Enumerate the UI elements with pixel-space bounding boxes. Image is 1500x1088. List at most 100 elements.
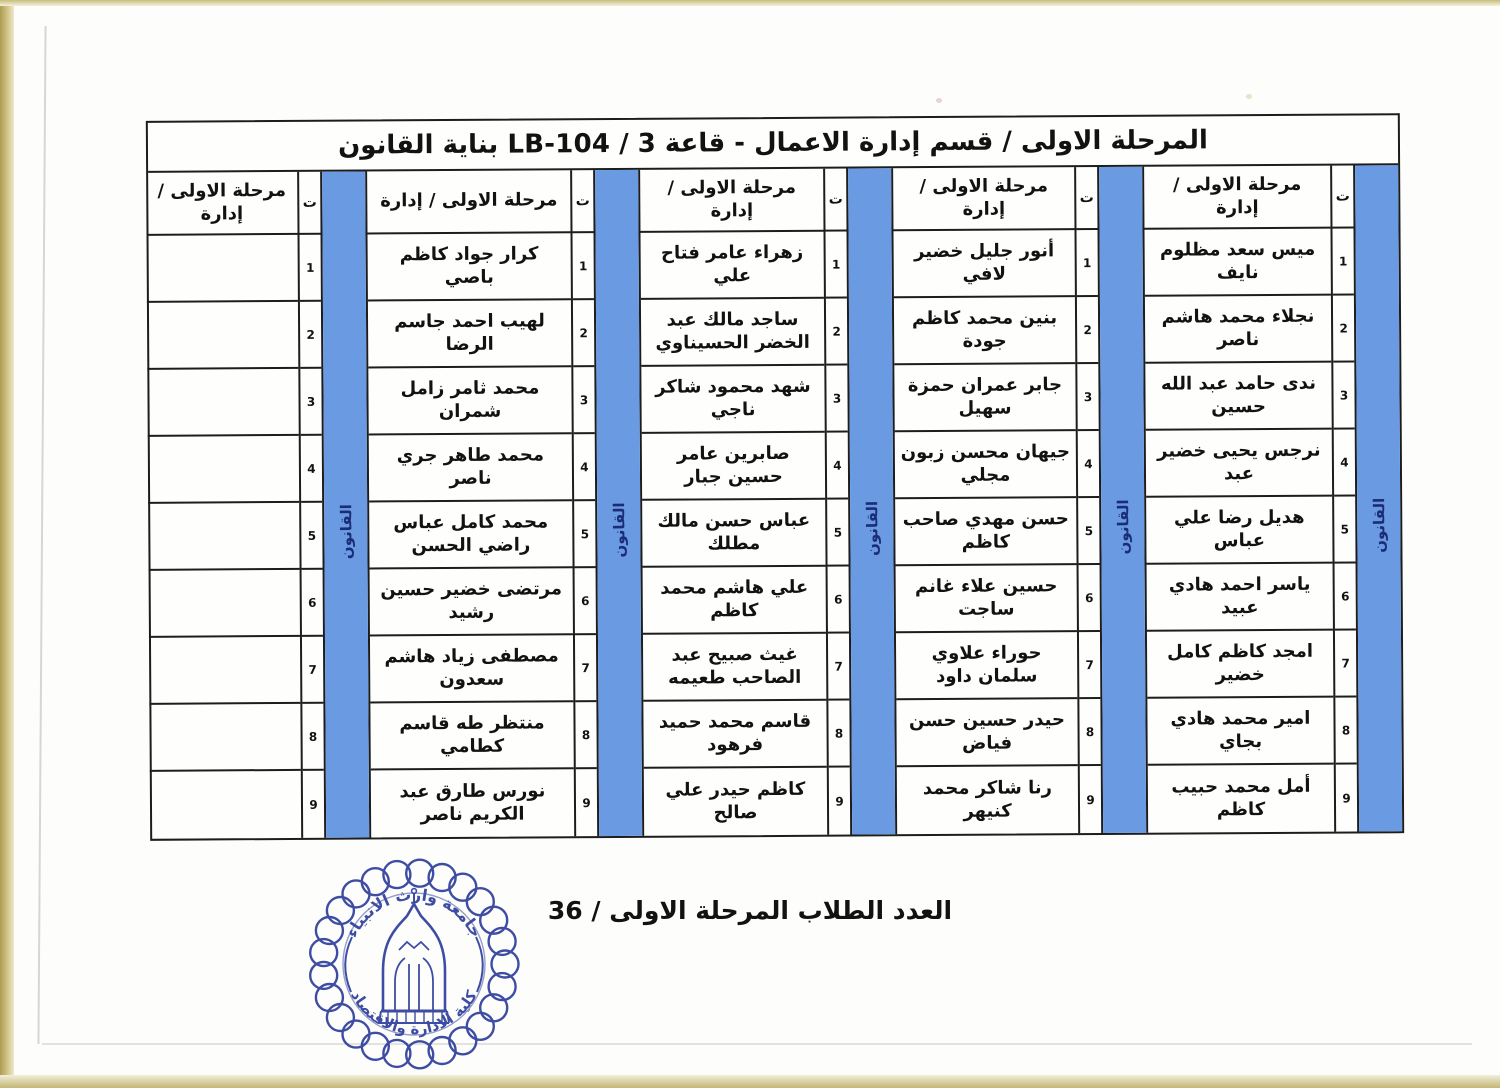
student-name: ميس سعد مظلوم نايف — [1144, 228, 1331, 297]
names-header: مرحلة الاولى / إدارة — [640, 168, 824, 233]
seq-cell: 7 — [574, 635, 597, 703]
seq-cell: 3 — [1333, 362, 1355, 430]
student-name: نجلاء محمد هاشم ناصر — [1144, 295, 1332, 364]
seq-cell: 9 — [1342, 790, 1351, 806]
stripe-label: القانون — [1113, 498, 1132, 555]
student-name-empty — [148, 569, 300, 638]
names-header: مرحلة الاولى / إدارة — [367, 170, 571, 235]
mosque-emblem-icon — [378, 887, 450, 1024]
stamp-right-arc — [475, 936, 484, 993]
student-name: كرار جواد كاظم باصي — [367, 233, 571, 302]
student-name: مصطفى زياد هاشم سعدون — [369, 635, 574, 704]
stripe-column: القانون — [322, 171, 370, 838]
student-name: غيث صبيح عبد الصاحب طعيمه — [642, 633, 827, 702]
seq-header: ت — [1076, 167, 1098, 231]
student-name: كاظم حيدر علي صالح — [665, 778, 806, 823]
student-name: زهراء عامر فتاح علي — [640, 231, 824, 300]
student-name: مرتضى خضير حسين رشيد — [369, 568, 573, 637]
names-column: مرحلة الاولى / إدارة — [146, 171, 301, 839]
roster-group-2: القانون ت 1 2 3 4 5 6 7 8 9 مرحلة الاولى… — [891, 166, 1147, 835]
seq-cell: 4 — [1077, 431, 1100, 499]
stamp-top-text-path: جامعة وارث الانبياء — [342, 885, 487, 941]
student-name: بنين محمد كاظم جودة — [893, 297, 1076, 366]
student-name: نرجس يحيى خضير عبد — [1145, 429, 1333, 498]
seq-cell: 2 — [299, 301, 322, 369]
seq-header: ت — [825, 168, 847, 232]
seq-cell: 4 — [1333, 429, 1356, 497]
seq-header: ت — [572, 170, 594, 234]
seq-cell: 6 — [301, 569, 323, 637]
names-header: مرحلة الاولى / إدارة — [1144, 165, 1331, 230]
seq-cell: 2 — [825, 298, 848, 366]
student-name-empty — [147, 368, 299, 437]
stamp-top-text: جامعة وارث الانبياء — [342, 885, 487, 941]
student-name: رنا شاكر محمد كنيهر — [922, 777, 1053, 822]
student-name: امجد كاظم كامل خضير — [1146, 630, 1334, 699]
student-name: شهد محمود شاكر ناجي — [641, 365, 825, 434]
seq-cell: 9 — [835, 794, 844, 809]
names-header: مرحلة الاولى / إدارة — [146, 171, 298, 236]
seq-cell: 6 — [1078, 565, 1100, 633]
student-name-empty — [147, 435, 300, 504]
seq-cell: 3 — [1077, 364, 1099, 432]
seq-cell: 8 — [302, 703, 324, 771]
seq-cell: 1 — [825, 231, 847, 299]
student-name: عباس حسن مالك مطلك — [642, 499, 826, 568]
seq-cell: 2 — [572, 300, 595, 368]
seq-cell: 8 — [1079, 699, 1101, 767]
student-name: ياسر احمد هادي عبيد — [1146, 563, 1333, 632]
seq-cell: 9 — [582, 795, 591, 810]
seq-cell: 4 — [300, 435, 323, 503]
scan-edge-left — [0, 0, 14, 1088]
seq-cell: 3 — [300, 368, 322, 436]
student-name: جيهان محسن زبون مجلي — [894, 431, 1077, 500]
student-name: قاسم محمد حميد فرهود — [643, 700, 827, 769]
stripe-label: القانون — [609, 502, 628, 558]
page-edge-line-horizontal — [42, 1043, 1472, 1045]
seq-cell: 3 — [573, 367, 595, 435]
roster-group-4: القانون ت 1 2 3 4 5 6 7 8 9 مرحلة الاولى… — [365, 169, 643, 838]
stripe-column: القانون — [1099, 166, 1147, 834]
seq-cell: 4 — [573, 434, 596, 502]
roster-group-3: القانون ت 1 2 3 4 5 6 7 8 9 مرحلة الاولى… — [638, 168, 896, 836]
student-name-empty — [146, 301, 299, 370]
seq-cell: 7 — [301, 636, 324, 704]
seq-cell: 1 — [1332, 228, 1354, 296]
stamp-left-arc — [344, 936, 353, 993]
student-name: محمد ثامر زامل شمران — [368, 367, 572, 436]
stripe-label: القانون — [862, 500, 881, 556]
names-column: مرحلة الاولى / إدارة زهراء عامر فتاح علي… — [640, 168, 827, 836]
seq-cell: 7 — [1334, 630, 1357, 698]
student-name: حسن مهدي صاحب كاظم — [895, 498, 1077, 567]
student-name: حوراء علاوي سلمان داود — [895, 632, 1078, 701]
student-roster-table: المرحلة الاولى / قسم إدارة الاعمال - قاع… — [145, 113, 1405, 841]
student-name: هديل رضا علي عباس — [1146, 496, 1333, 565]
seq-cell: 2 — [1076, 297, 1099, 365]
student-name: أمل محمد حبيب كاظم — [1171, 775, 1311, 820]
scan-speck — [1246, 94, 1252, 99]
seq-cell: 6 — [1334, 563, 1356, 631]
roster-grid: القانون ت 1 2 3 4 5 6 7 8 9 مرحلة الاولى… — [146, 165, 1403, 839]
student-name-empty — [148, 636, 301, 705]
scan-edge-top — [0, 0, 1500, 6]
student-name: حيدر حسين حسن فياض — [896, 699, 1078, 768]
stripe-label: القانون — [336, 503, 355, 559]
seq-cell: 5 — [301, 502, 323, 570]
student-name-empty — [148, 502, 300, 571]
student-name: امير محمد هادي بجاي — [1147, 697, 1334, 766]
student-name-empty — [146, 234, 298, 303]
page-edge-line-vertical — [37, 26, 47, 1044]
stripe-column: القانون — [848, 168, 896, 835]
seq-cell: 8 — [1335, 697, 1357, 765]
names-header: مرحلة الاولى / إدارة — [893, 167, 1075, 232]
seq-cell: 5 — [827, 499, 849, 567]
scan-edge-bottom — [0, 1075, 1500, 1088]
student-name: لهيب احمد جاسم الرضا — [367, 300, 572, 369]
seq-cell: 9 — [1086, 792, 1095, 807]
stamp-scalloped-border — [309, 858, 520, 1070]
seq-cell: 7 — [827, 633, 850, 701]
scan-speck — [936, 98, 942, 103]
student-name: محمد كامل عباس راضي الحسن — [369, 501, 573, 570]
student-name-empty — [149, 703, 301, 772]
seq-cell: 7 — [1078, 632, 1101, 700]
